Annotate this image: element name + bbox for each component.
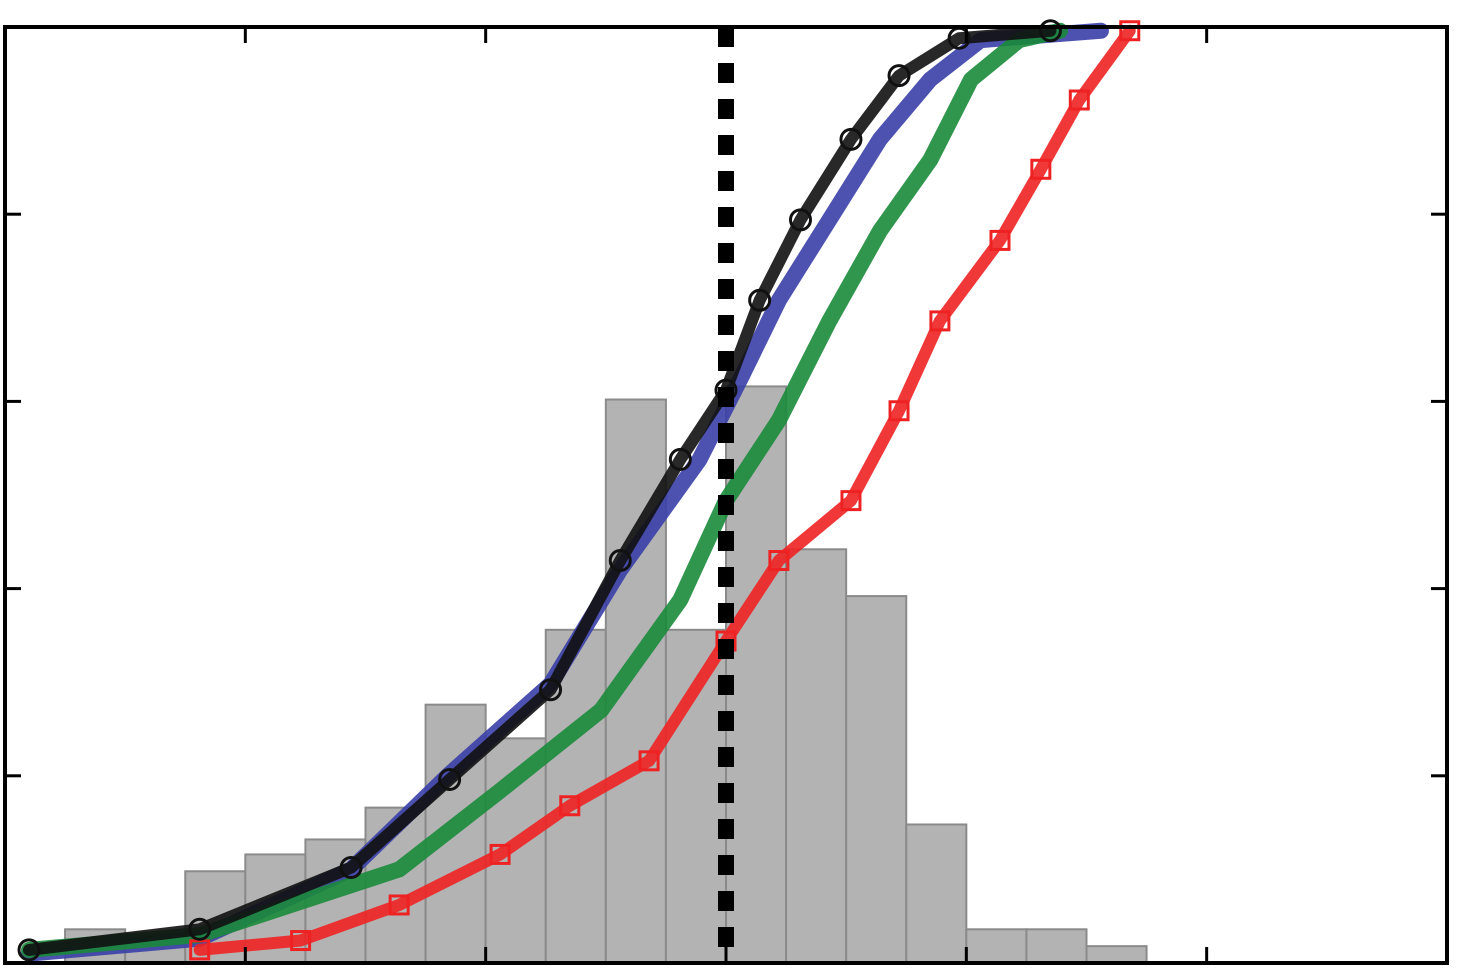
cdf-line [193, 24, 1136, 956]
marker [290, 930, 312, 952]
hist-bar [785, 548, 848, 965]
marker [989, 229, 1011, 251]
cdf-line [21, 22, 1069, 958]
marker [339, 856, 363, 880]
hist-bar [1025, 928, 1088, 965]
marker [888, 400, 910, 422]
marker [668, 447, 692, 471]
marker [929, 310, 951, 332]
marker [539, 678, 563, 702]
hist-bar [845, 595, 908, 964]
marker [789, 208, 813, 232]
hist-bar [1085, 945, 1148, 964]
marker [839, 127, 863, 151]
marker [768, 550, 790, 572]
hist-bar [965, 928, 1028, 965]
marker [1030, 158, 1052, 180]
marker [388, 894, 410, 916]
marker [188, 917, 212, 941]
marker [748, 288, 772, 312]
marker [559, 795, 581, 817]
marker [17, 938, 41, 962]
marker [840, 490, 862, 512]
marker [489, 843, 511, 865]
marker [1119, 20, 1141, 42]
marker [1038, 19, 1062, 43]
marker [608, 549, 632, 573]
marker [887, 64, 911, 88]
hist-bar [905, 823, 968, 964]
marker [1068, 89, 1090, 111]
marker [189, 939, 211, 961]
cdf-line [23, 24, 1057, 956]
marker [438, 768, 462, 792]
marker [638, 750, 660, 772]
